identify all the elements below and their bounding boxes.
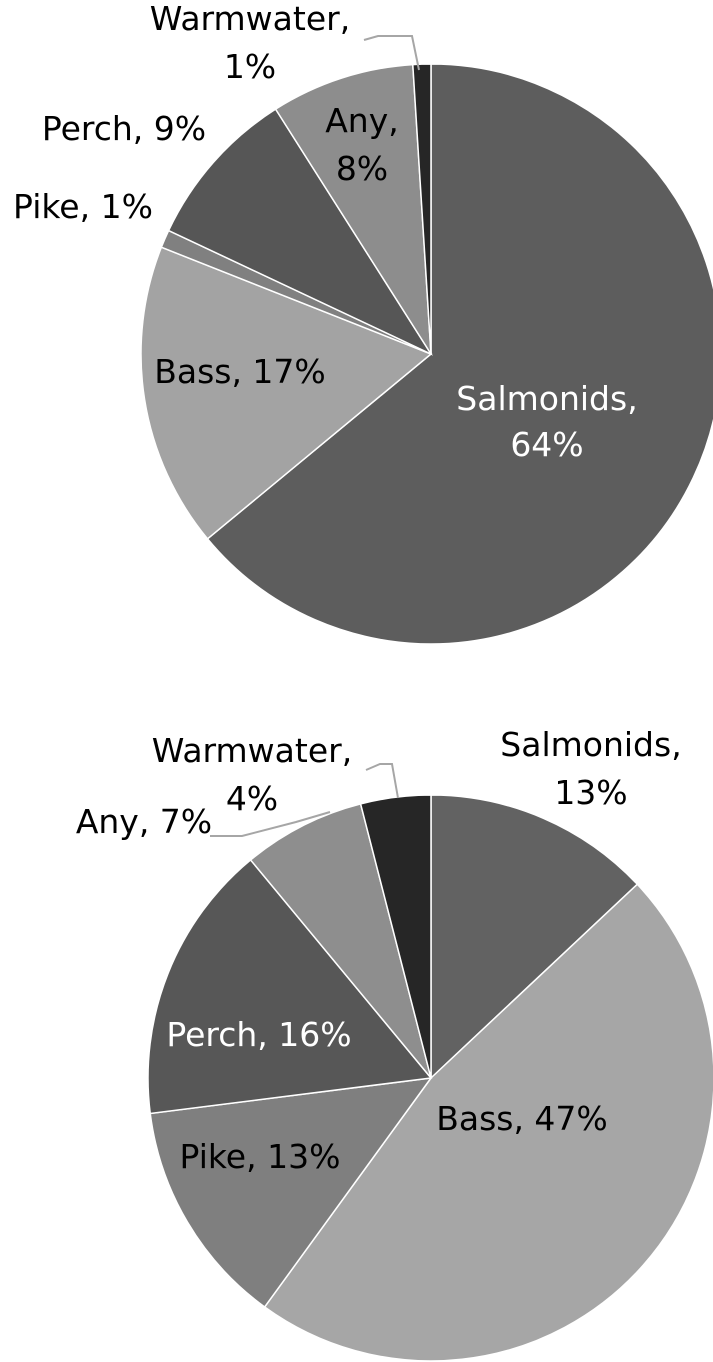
data-label-pike: Pike, 13% bbox=[180, 1137, 341, 1176]
pie-slice-any bbox=[249, 802, 432, 1079]
data-label-any: Any, 7% bbox=[76, 802, 212, 841]
pie-slice-bass bbox=[140, 246, 433, 540]
data-label-warmwater: Warmwater, 4% bbox=[152, 731, 352, 818]
data-label-bass: Bass, 17% bbox=[154, 352, 326, 391]
pie-slice-warmwater bbox=[359, 794, 432, 1079]
pie-slice-salmonids bbox=[430, 794, 639, 1080]
pie-slice-any bbox=[274, 63, 432, 355]
data-label-warmwater: Warmwater, 1% bbox=[150, 0, 350, 86]
pie-slice-perch bbox=[167, 108, 434, 356]
pie-chart-1: Salmonids, 64% Bass, 17% Pike, 1% Perch, 9% A… bbox=[13, 0, 713, 645]
data-label-perch: Perch, 9% bbox=[42, 109, 206, 148]
data-label-pike: Pike, 1% bbox=[13, 187, 153, 226]
pie-chart-2: Salmonids, 13% Bass, 47% Pike, 13% Perch, 16… bbox=[76, 725, 713, 1362]
leader-line-any bbox=[210, 811, 331, 837]
pie-slice-bass bbox=[263, 883, 713, 1362]
pie-slice-pike bbox=[149, 1077, 433, 1308]
data-label-salmonids: Salmonids, 64% bbox=[456, 379, 637, 464]
pie-slice-salmonids bbox=[206, 63, 713, 645]
pie-slice-perch bbox=[147, 858, 433, 1115]
data-label-bass: Bass, 47% bbox=[436, 1099, 608, 1138]
data-label-any: Any, 8% bbox=[325, 101, 399, 188]
data-label-perch: Perch, 16% bbox=[166, 1015, 351, 1054]
pie-slice-warmwater bbox=[411, 63, 432, 355]
data-label-salmonids: Salmonids, 13% bbox=[500, 725, 681, 812]
leader-line-warmwater bbox=[365, 763, 399, 799]
leader-line-warmwater bbox=[363, 35, 420, 71]
